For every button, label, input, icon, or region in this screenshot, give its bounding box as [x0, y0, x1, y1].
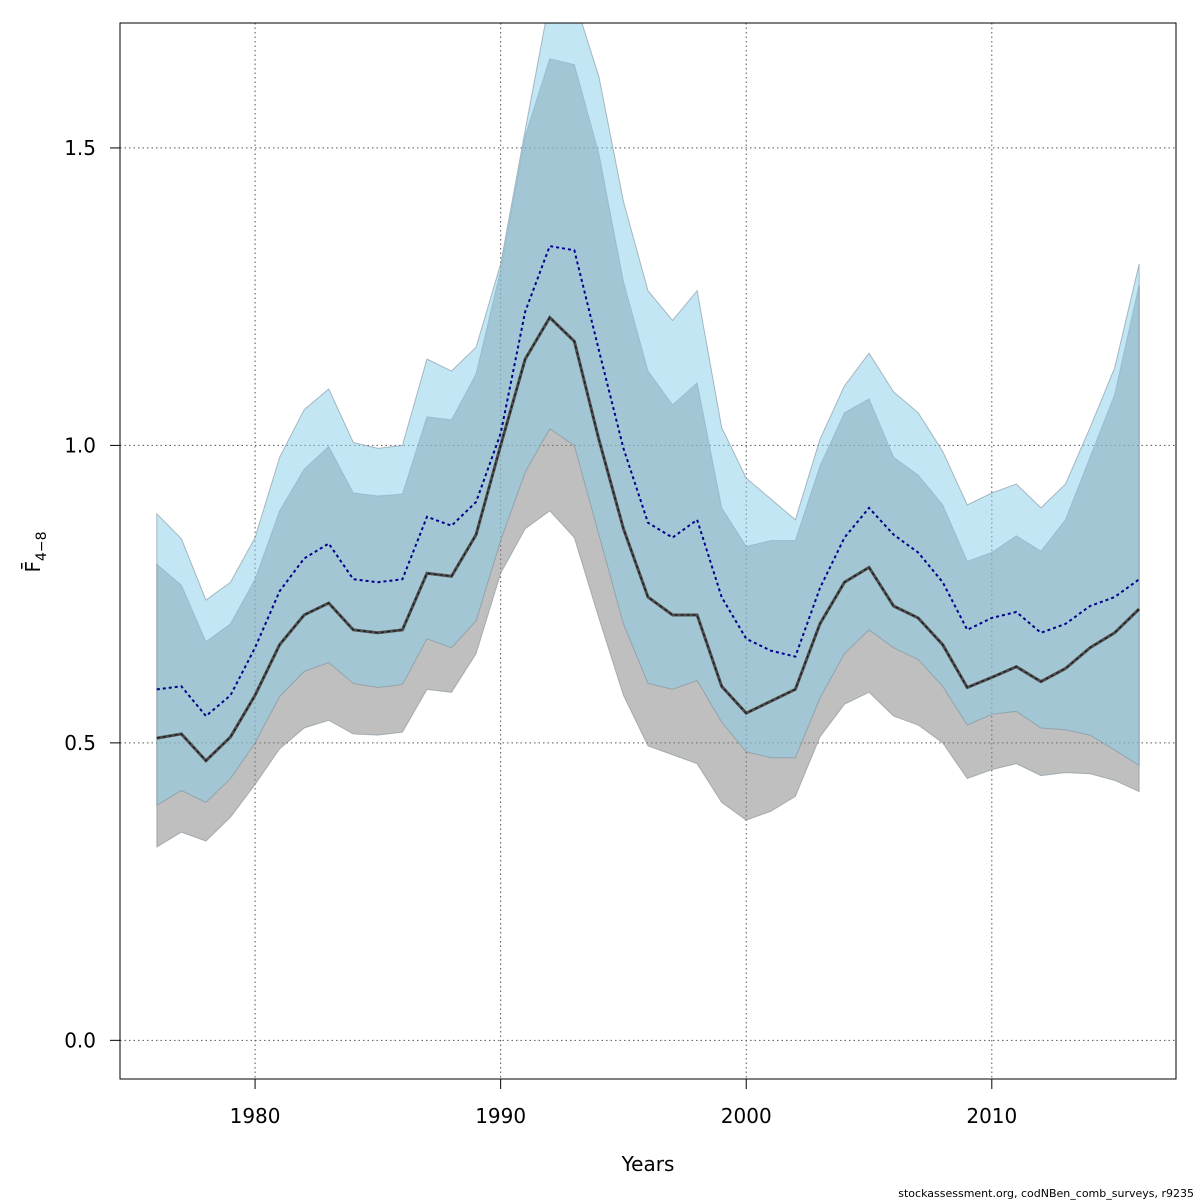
y-tick-label-0.5: 0.5 — [64, 731, 96, 755]
y-tick-label-1.5: 1.5 — [64, 136, 96, 160]
y-axis-title-main: F̄ — [20, 561, 45, 573]
estimate-line-blue — [156, 244, 1140, 718]
x-tick-label-2000: 2000 — [721, 1104, 772, 1128]
plot-frame — [119, 22, 1177, 1080]
y-axis-title-subscript: 4−8 — [34, 531, 50, 561]
band-layer — [156, 23, 1140, 848]
x-tick-label-1980: 1980 — [230, 1104, 281, 1128]
confidence-band-blue — [156, 23, 1140, 807]
x-tick-label-1990: 1990 — [475, 1104, 526, 1128]
svg-text:F̄4−8: F̄4−8 — [20, 531, 50, 572]
x-axis-title: Years — [621, 1152, 675, 1176]
line-layer — [156, 244, 1141, 763]
estimate-line-gray — [156, 315, 1141, 763]
y-axis-title: F̄4−8 — [20, 531, 50, 572]
y-tick-label-1.0: 1.0 — [64, 433, 96, 457]
credit-text: stockassessment.org, codNBen_comb_survey… — [898, 1187, 1194, 1200]
x-tick-label-2010: 2010 — [966, 1104, 1017, 1128]
axis-layer: 1980 1990 2000 2010 0.0 0.5 1.0 1.5 — [64, 136, 1017, 1128]
y-tick-label-0.0: 0.0 — [64, 1028, 96, 1052]
